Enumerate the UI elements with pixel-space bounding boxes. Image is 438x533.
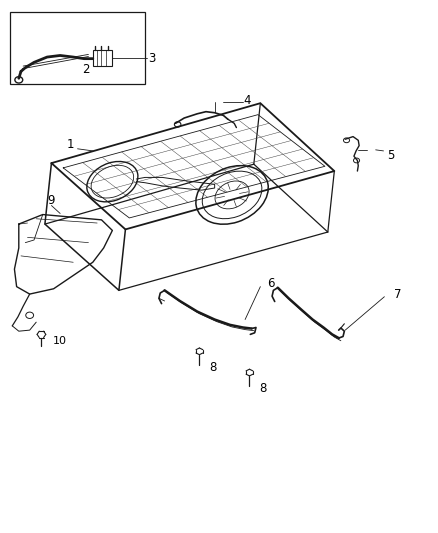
Text: 9: 9 [48,193,55,207]
Text: 1: 1 [67,138,74,151]
Text: 3: 3 [148,52,155,64]
Text: 2: 2 [82,63,90,76]
Text: 10: 10 [53,336,67,346]
Text: 8: 8 [209,361,216,374]
Bar [93,50,113,66]
Text: 6: 6 [268,277,275,290]
Text: 7: 7 [394,288,401,301]
Text: 4: 4 [244,94,251,107]
Text: 8: 8 [259,382,266,395]
Text: 5: 5 [387,149,395,161]
Bar [10,12,145,84]
